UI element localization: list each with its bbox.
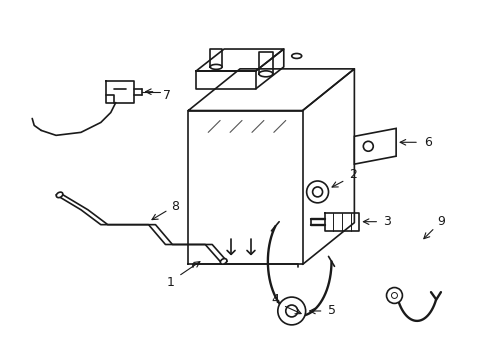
Ellipse shape — [291, 54, 301, 58]
Circle shape — [363, 141, 372, 151]
Text: 1: 1 — [166, 276, 174, 289]
Ellipse shape — [258, 71, 272, 77]
Text: 4: 4 — [270, 293, 278, 306]
Text: 6: 6 — [423, 136, 431, 149]
Circle shape — [277, 297, 305, 325]
Ellipse shape — [210, 64, 222, 69]
Text: 7: 7 — [163, 89, 171, 102]
Text: 5: 5 — [327, 305, 335, 318]
Circle shape — [386, 288, 402, 303]
Text: 8: 8 — [171, 200, 179, 213]
Circle shape — [285, 305, 297, 317]
Ellipse shape — [56, 192, 62, 198]
Circle shape — [306, 181, 328, 203]
Text: 9: 9 — [436, 215, 444, 228]
Ellipse shape — [220, 258, 226, 264]
Text: 2: 2 — [349, 167, 357, 181]
Polygon shape — [354, 129, 395, 164]
Text: 3: 3 — [383, 215, 390, 228]
Circle shape — [312, 187, 322, 197]
